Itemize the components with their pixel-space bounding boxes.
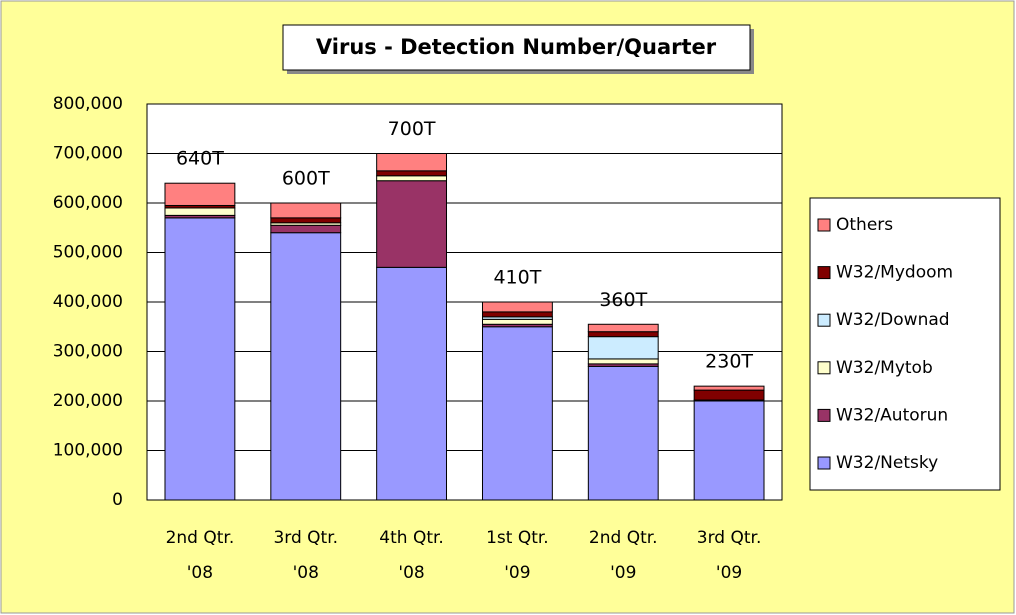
legend-label: W32/Downad [836, 310, 950, 330]
bar-segment [270, 217, 342, 224]
bar-segment [270, 224, 342, 234]
bar-segment [481, 311, 553, 318]
bar-segment [587, 365, 659, 501]
total-label: 700T [388, 118, 436, 140]
total-label: 640T [176, 148, 224, 170]
bar-segment [481, 326, 553, 501]
y-tick-label: 500,000 [53, 243, 123, 263]
total-label: 410T [493, 267, 541, 289]
legend-swatch [817, 266, 831, 280]
total-label: 600T [282, 168, 330, 190]
bar-segment [587, 358, 659, 365]
bar-segment [270, 232, 342, 501]
y-tick-label: 0 [112, 490, 123, 510]
x-tick-label: 2nd Qtr. '09 [589, 528, 658, 583]
y-tick-label: 800,000 [53, 94, 123, 114]
x-tick-label: 3rd Qtr. '08 [273, 528, 338, 583]
bar-segment [587, 336, 659, 360]
y-tick-label: 700,000 [53, 144, 123, 164]
legend-label: W32/Mytob [836, 358, 933, 378]
bar-segment [164, 182, 236, 206]
y-tick-label: 300,000 [53, 342, 123, 362]
bar-segment [376, 153, 448, 172]
bar-segment [376, 170, 448, 177]
chart-title: Virus - Detection Number/Quarter [316, 35, 717, 59]
y-tick-label: 600,000 [53, 193, 123, 213]
legend-swatch [817, 313, 831, 327]
bar-segment [481, 318, 553, 325]
legend-swatch [817, 361, 831, 375]
bar-segment [164, 207, 236, 216]
total-label: 360T [599, 289, 647, 311]
y-tick-label: 200,000 [53, 391, 123, 411]
y-tick-label: 400,000 [53, 292, 123, 312]
total-label: 230T [705, 351, 753, 373]
bar-segment [693, 389, 765, 401]
x-tick-label: 3rd Qtr. '09 [697, 528, 762, 583]
bar-segment [270, 202, 342, 219]
bar-segment [587, 323, 659, 333]
bar-segment [481, 301, 553, 313]
bar-segment [164, 217, 236, 501]
bar-segment [693, 385, 765, 391]
bar-segment [376, 266, 448, 501]
bar-segment [376, 175, 448, 182]
legend-label: W32/Netsky [836, 453, 938, 473]
bar-segment [376, 180, 448, 268]
legend-label: Others [836, 215, 893, 235]
bar-segment [587, 331, 659, 338]
legend [809, 197, 1001, 491]
legend-swatch [817, 456, 831, 470]
y-tick-label: 100,000 [53, 441, 123, 461]
legend-label: W32/Autorun [836, 405, 948, 425]
legend-label: W32/Mydoom [836, 263, 953, 283]
legend-swatch [817, 408, 831, 422]
legend-swatch [817, 218, 831, 232]
x-tick-label: 2nd Qtr. '08 [166, 528, 235, 583]
x-tick-label: 1st Qtr. '09 [486, 528, 549, 583]
title-box [282, 24, 751, 71]
bar-segment [693, 400, 765, 501]
x-tick-label: 4th Qtr. '08 [379, 528, 444, 583]
